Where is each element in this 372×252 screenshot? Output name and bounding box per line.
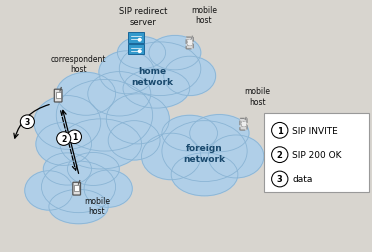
Text: 3: 3 — [25, 118, 30, 127]
Text: 2: 2 — [61, 135, 66, 143]
Text: 1: 1 — [72, 133, 77, 142]
Text: 3: 3 — [277, 175, 283, 184]
Ellipse shape — [67, 153, 119, 186]
Text: SIP redirect
server: SIP redirect server — [119, 7, 167, 27]
Text: foreign
network: foreign network — [183, 143, 225, 163]
Text: SIP 200 OK: SIP 200 OK — [292, 150, 342, 160]
Circle shape — [57, 132, 71, 146]
Ellipse shape — [99, 52, 154, 94]
Circle shape — [272, 171, 288, 187]
Ellipse shape — [118, 37, 166, 70]
Ellipse shape — [119, 43, 201, 96]
Ellipse shape — [123, 70, 190, 109]
Ellipse shape — [88, 72, 151, 116]
Ellipse shape — [60, 119, 141, 169]
Ellipse shape — [171, 153, 238, 196]
FancyBboxPatch shape — [128, 33, 144, 44]
Ellipse shape — [56, 73, 116, 116]
Ellipse shape — [41, 162, 116, 213]
Ellipse shape — [36, 123, 92, 166]
Text: correspondent
host: correspondent host — [51, 55, 106, 74]
FancyBboxPatch shape — [186, 38, 193, 50]
FancyBboxPatch shape — [56, 92, 61, 99]
Ellipse shape — [141, 134, 201, 180]
Ellipse shape — [106, 94, 169, 144]
Circle shape — [272, 147, 288, 163]
Text: 1: 1 — [277, 126, 283, 135]
Ellipse shape — [108, 121, 160, 160]
Ellipse shape — [84, 170, 132, 207]
Text: data: data — [292, 175, 313, 184]
FancyBboxPatch shape — [264, 114, 369, 193]
Text: mobile
host: mobile host — [244, 87, 270, 106]
Circle shape — [138, 39, 141, 42]
FancyBboxPatch shape — [54, 90, 62, 103]
Text: mobile
host: mobile host — [191, 6, 217, 25]
Ellipse shape — [34, 96, 101, 150]
Ellipse shape — [149, 36, 201, 71]
Ellipse shape — [25, 171, 73, 210]
FancyBboxPatch shape — [128, 45, 144, 55]
Ellipse shape — [208, 135, 264, 178]
Text: home
network: home network — [132, 67, 174, 87]
Ellipse shape — [162, 116, 218, 151]
FancyBboxPatch shape — [73, 182, 80, 195]
Ellipse shape — [56, 80, 153, 151]
Circle shape — [138, 51, 141, 53]
Circle shape — [20, 115, 35, 129]
FancyBboxPatch shape — [241, 121, 246, 127]
Text: mobile
host: mobile host — [84, 196, 110, 215]
Ellipse shape — [49, 190, 108, 224]
Text: SIP INVITE: SIP INVITE — [292, 126, 338, 135]
FancyBboxPatch shape — [240, 119, 247, 131]
Circle shape — [67, 131, 81, 144]
Ellipse shape — [190, 115, 249, 152]
FancyBboxPatch shape — [187, 40, 192, 46]
Circle shape — [272, 123, 288, 139]
Ellipse shape — [43, 153, 92, 185]
Text: 2: 2 — [277, 150, 283, 160]
Ellipse shape — [164, 57, 216, 96]
Ellipse shape — [162, 121, 247, 182]
FancyBboxPatch shape — [74, 185, 79, 191]
